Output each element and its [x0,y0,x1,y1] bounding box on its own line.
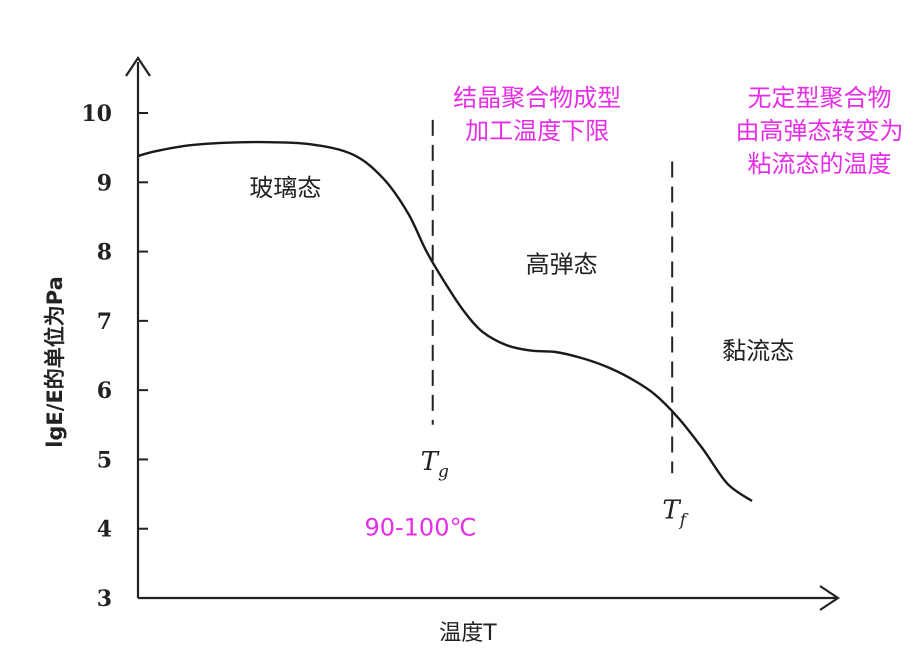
annotation-line: 无定型聚合物 [748,84,892,112]
x-axis-label: 温度T [439,621,497,646]
region-label: 玻璃态 [249,174,321,202]
annotation-line: 加工温度下限 [465,117,609,145]
annotation-line: 粘流态的温度 [748,150,892,178]
y-tick-label: 8 [97,240,112,266]
region-label: 黏流态 [722,337,794,365]
y-tick-label: 10 [81,101,112,127]
y-tick-label: 5 [97,447,112,473]
axes [125,56,840,611]
y-axis-label: lgE/E的单位为Pa [43,276,67,448]
y-tick-label: 7 [97,309,112,335]
region-label: 高弹态 [526,250,598,278]
annotation-line: 由高弹态转变为 [736,117,904,145]
marker-label-tg: Tg [421,447,449,482]
y-axis-arrow [125,56,151,77]
y-tick-label: 6 [97,378,112,404]
y-tick-label: 9 [97,170,112,196]
modulus-curve [137,140,753,503]
annotation-line: 90-100℃ [364,514,476,542]
annotation-line: 结晶聚合物成型 [453,84,621,112]
y-tick-label: 4 [97,517,112,543]
x-axis-arrow [819,585,840,611]
y-tick-label: 3 [97,586,112,612]
annotation: 90-100℃ [364,514,476,542]
marker-label-tf: Tf [662,495,688,530]
